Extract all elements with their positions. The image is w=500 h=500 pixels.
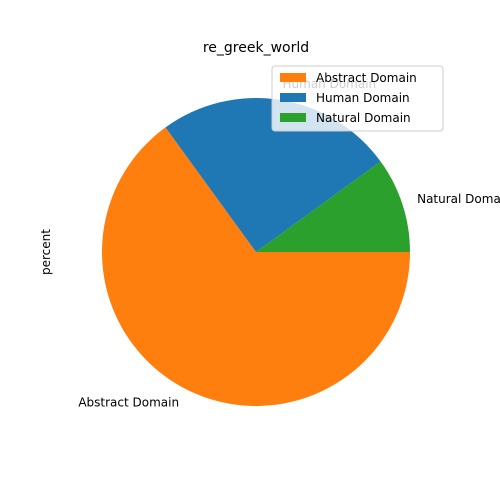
legend-entries: Abstract Domain Human Domain Natural Domai… bbox=[280, 71, 417, 125]
chart-title: re_greek_world bbox=[203, 40, 309, 56]
legend-label: Human Domain bbox=[316, 91, 410, 105]
legend-swatch bbox=[280, 73, 306, 82]
legend-swatch bbox=[280, 113, 306, 122]
pie-slices bbox=[101, 97, 410, 406]
slice-label: Abstract Domain bbox=[78, 395, 179, 409]
pie-slice-human-domain bbox=[165, 97, 381, 252]
slice-label: Natural Domain bbox=[417, 192, 500, 206]
pie-slice-abstract-domain bbox=[101, 127, 410, 406]
legend-label: Abstract Domain bbox=[316, 71, 417, 85]
pie-slice-natural-domain bbox=[256, 161, 410, 252]
legend-swatch bbox=[280, 93, 306, 102]
legend-frame bbox=[271, 65, 444, 132]
legend: Abstract Domain Human Domain Natural Domai… bbox=[271, 65, 444, 132]
legend-label: Natural Domain bbox=[316, 111, 411, 125]
y-axis-label: percent bbox=[39, 229, 53, 275]
